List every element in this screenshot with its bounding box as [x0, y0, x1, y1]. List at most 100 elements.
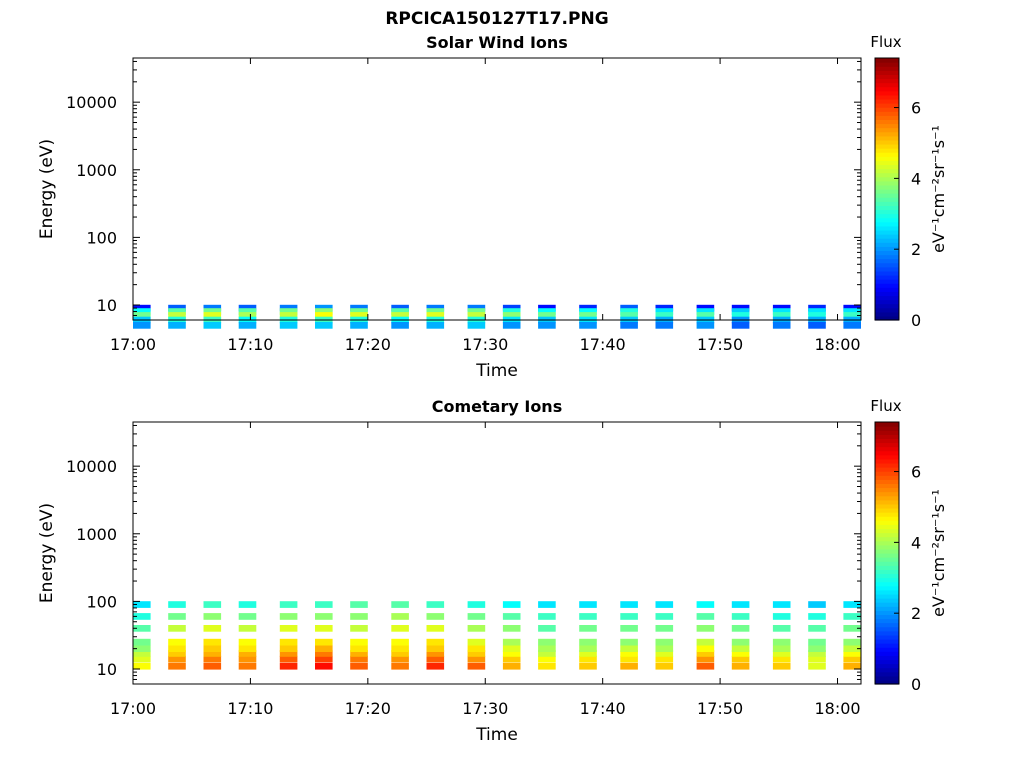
- flux-cell: [168, 304, 186, 312]
- flux-cell: [579, 601, 597, 608]
- flux-cell: [620, 662, 638, 670]
- flux-cell: [843, 601, 861, 608]
- colorbar-label: eV⁻¹cm⁻²sr⁻¹s⁻¹: [929, 125, 948, 253]
- x-tick-label: 17:50: [697, 335, 743, 354]
- colorbar-segment: [875, 483, 899, 489]
- colorbar-segment: [875, 164, 899, 170]
- flux-cell: [426, 638, 445, 646]
- colorbar-segment: [875, 90, 899, 96]
- flux-cell: [279, 601, 298, 608]
- colorbar-segment: [875, 467, 899, 472]
- flux-cell: [502, 312, 521, 319]
- colorbar-segment: [875, 274, 899, 280]
- colorbar-segment: [875, 180, 899, 186]
- colorbar-segment: [875, 70, 899, 75]
- colorbar-segment: [875, 295, 899, 301]
- colorbar-tick-label: 0: [911, 675, 921, 694]
- flux-cell: [467, 625, 486, 632]
- flux-cell: [467, 308, 486, 315]
- flux-cell: [350, 613, 368, 620]
- flux-cell: [843, 650, 861, 657]
- flux-cell: [538, 613, 556, 620]
- flux-cell: [731, 601, 750, 608]
- colorbar-segment: [875, 507, 899, 513]
- flux-cell: [467, 322, 486, 329]
- flux-cell: [203, 650, 222, 657]
- flux-cell: [238, 304, 257, 312]
- flux-cell: [391, 650, 409, 657]
- colorbar-segment: [875, 602, 899, 607]
- flux-cell: [808, 308, 826, 315]
- flux-cell: [696, 625, 715, 632]
- flux-cell: [203, 638, 222, 646]
- flux-cell: [203, 601, 222, 608]
- flux-cell: [843, 662, 861, 670]
- flux-cell: [467, 662, 486, 670]
- flux-cell: [843, 308, 861, 315]
- x-axis: 17:00 17:10 17:20 17:30 17:40 17:50 18:00: [110, 422, 861, 718]
- flux-cell: [238, 650, 257, 657]
- flux-cell: [502, 638, 521, 646]
- flux-cell: [391, 613, 409, 620]
- colorbar-segment: [875, 78, 899, 84]
- colorbar-segment: [875, 74, 899, 80]
- flux-cell: [315, 662, 333, 670]
- colorbar-segment: [875, 516, 899, 521]
- colorbar-segment: [875, 58, 899, 63]
- colorbar-segment: [875, 667, 899, 673]
- colorbar-segment: [875, 217, 899, 223]
- colorbar-segment: [875, 647, 899, 652]
- colorbar-segment: [875, 610, 899, 615]
- flux-cell: [467, 312, 486, 319]
- flux-cell: [731, 645, 750, 652]
- colorbar-segment: [875, 544, 899, 550]
- flux-cell: [655, 650, 674, 657]
- colorbar-segment: [875, 111, 899, 116]
- flux-cell: [655, 308, 674, 315]
- colorbar-segment: [875, 156, 899, 161]
- colorbar-segment: [875, 614, 899, 620]
- flux-cell: [772, 308, 791, 315]
- colorbar-tick-label: 6: [911, 99, 921, 118]
- colorbar-segment: [875, 598, 899, 603]
- colorbar-segment: [875, 160, 899, 166]
- colorbar-segment: [875, 643, 899, 648]
- flux-cell: [350, 650, 368, 657]
- flux-cell: [467, 304, 486, 312]
- colorbar-segment: [875, 258, 899, 264]
- colorbar-segment: [875, 561, 899, 566]
- plot-frame: [132, 421, 862, 685]
- flux-cell: [133, 613, 151, 620]
- flux-cell: [502, 655, 521, 663]
- flux-cell: [772, 312, 791, 319]
- colorbar-segment: [875, 430, 899, 435]
- flux-cell: [696, 638, 715, 646]
- flux-cell: [426, 613, 445, 620]
- flux-cell: [731, 322, 750, 329]
- flux-cell: [426, 655, 445, 663]
- y-tick-label: 10000: [66, 93, 117, 112]
- flux-cell: [426, 304, 445, 312]
- flux-cell: [133, 322, 151, 329]
- colorbar-segment: [875, 638, 899, 644]
- x-tick-label: 17:50: [697, 699, 743, 718]
- flux-cell: [315, 613, 333, 620]
- colorbar-segment: [875, 205, 899, 211]
- colorbar-segment: [875, 512, 899, 517]
- flux-cell: [843, 625, 861, 632]
- flux-cell: [315, 304, 333, 312]
- colorbar-segment: [875, 553, 899, 558]
- flux-cell: [655, 312, 674, 319]
- colorbar-segment: [875, 528, 899, 534]
- panel-title: Solar Wind Ions: [426, 33, 568, 52]
- colorbar-segment: [875, 168, 899, 174]
- flux-cell: [538, 655, 556, 663]
- flux-cell: [502, 662, 521, 670]
- colorbar-segment: [875, 618, 899, 624]
- flux-cell: [391, 655, 409, 663]
- x-tick-label: 17:00: [110, 699, 156, 718]
- flux-cell: [133, 312, 151, 319]
- colorbar-segment: [875, 250, 899, 256]
- flux-cell: [620, 645, 638, 652]
